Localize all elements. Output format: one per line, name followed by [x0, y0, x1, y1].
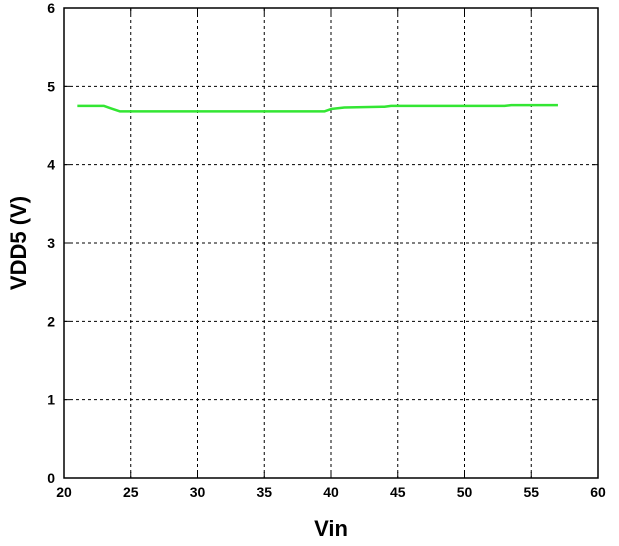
y-tick-label: 6 — [47, 0, 55, 16]
x-tick-label: 45 — [390, 484, 406, 500]
y-tick-label: 0 — [47, 470, 55, 486]
x-tick-label: 25 — [123, 484, 139, 500]
x-tick-label: 40 — [323, 484, 339, 500]
y-axis-title: VDD5 (V) — [6, 196, 31, 290]
y-tick-label: 4 — [47, 157, 55, 173]
x-tick-label: 35 — [256, 484, 272, 500]
y-tick-label: 2 — [47, 313, 55, 329]
series-layer — [77, 103, 558, 113]
x-axis-title: Vin — [314, 516, 348, 541]
grid — [64, 8, 598, 478]
y-tick-label: 1 — [47, 392, 55, 408]
y-tick-label: 5 — [47, 78, 55, 94]
x-tick-label: 50 — [457, 484, 473, 500]
x-tick-label: 60 — [590, 484, 606, 500]
series-line-0 — [77, 103, 558, 113]
y-tick-label: 3 — [47, 235, 55, 251]
x-tick-label: 20 — [56, 484, 72, 500]
x-tick-label: 30 — [190, 484, 206, 500]
x-tick-label: 55 — [523, 484, 539, 500]
